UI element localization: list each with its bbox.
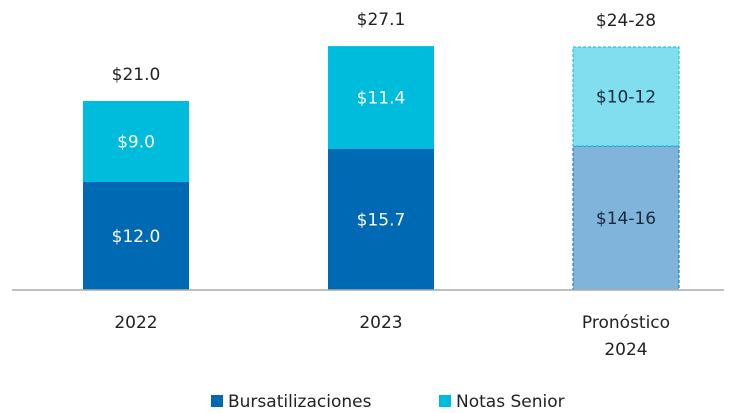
bar-segment (83, 182, 189, 290)
legend-swatch (211, 395, 223, 407)
value-label: $14-16 (596, 209, 656, 229)
x-tick-label: 2023 (359, 313, 403, 333)
bar-segment (328, 148, 434, 290)
total-label: $21.0 (112, 65, 161, 85)
legend-label: Notas Senior (456, 392, 565, 412)
value-label: $15.7 (357, 210, 406, 230)
legend-label: Bursatilizaciones (228, 392, 372, 412)
value-label: $9.0 (117, 133, 155, 153)
x-tick-label: Pronóstico 2024 (581, 313, 671, 360)
bar-segment (83, 101, 189, 182)
x-tick-label: 2022 (114, 313, 158, 333)
bar-segment (328, 46, 434, 149)
bar-segment (572, 46, 680, 147)
total-label: $27.1 (357, 10, 406, 30)
legend-swatch (439, 395, 451, 407)
value-label: $12.0 (112, 227, 161, 247)
value-label: $10-12 (596, 88, 656, 108)
value-label: $11.4 (357, 88, 406, 108)
total-label: $24-28 (596, 11, 656, 31)
